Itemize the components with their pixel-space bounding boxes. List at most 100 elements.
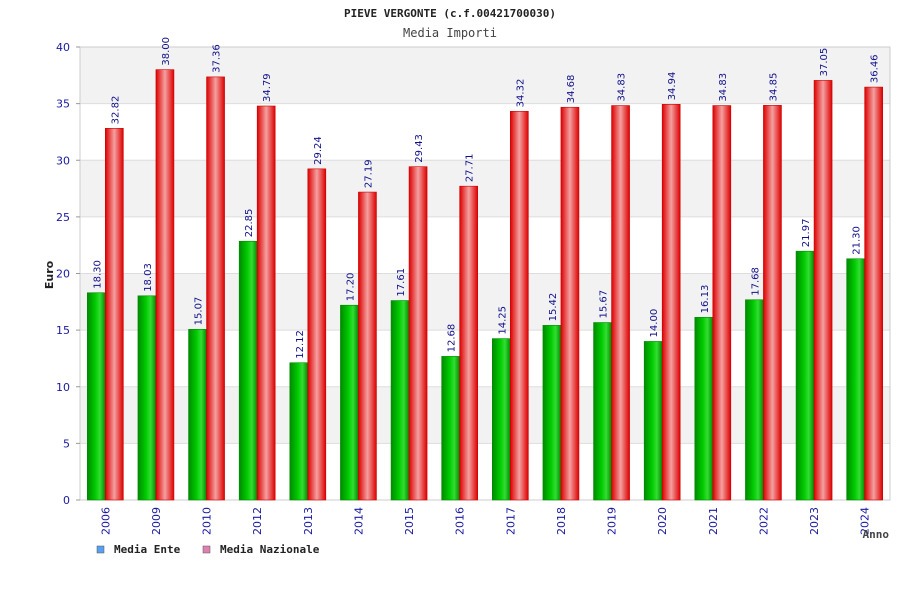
data-label-media-ente: 16.13: [700, 285, 711, 314]
bar-media-ente: [694, 317, 714, 501]
x-tick-label: 2012: [251, 507, 264, 535]
bar-media-nazionale: [763, 105, 782, 501]
bar-media-ente: [441, 356, 460, 501]
x-axis-ticks: 2006 2009 2010 2012 2013 2014 2015 2016 2017 2018…: [99, 507, 871, 535]
y-tick-label: 30: [56, 154, 70, 167]
data-label-media-ente: 22.85: [244, 209, 255, 238]
bar-media-ente: [593, 322, 612, 501]
bar-media-ente: [340, 304, 359, 501]
data-label-media-ente: 21.30: [852, 226, 863, 255]
x-tick-label: 2010: [201, 507, 214, 535]
data-label-media-nazionale: 36.46: [870, 54, 881, 83]
bar-media-nazionale: [459, 185, 478, 501]
data-label-media-nazionale: 32.82: [110, 96, 121, 125]
data-label-media-ente: 17.61: [396, 268, 407, 297]
data-label-media-nazionale: 27.71: [465, 154, 476, 183]
y-tick-label: 5: [63, 437, 70, 450]
y-tick-label: 15: [56, 324, 70, 337]
data-label-media-nazionale: 34.79: [262, 73, 273, 102]
y-axis-ticks: 0 5 10 15 20 25 30 35 40: [56, 41, 80, 507]
bar-media-ente: [289, 362, 309, 501]
data-label-media-nazionale: 34.83: [617, 73, 628, 102]
legend-swatch-media-nazionale: [202, 545, 211, 554]
bar-media-ente: [188, 329, 207, 501]
bar-media-nazionale: [611, 105, 630, 501]
y-tick-label: 10: [56, 381, 70, 394]
data-label-media-nazionale: 38.00: [161, 37, 172, 66]
x-tick-label: 2013: [302, 507, 315, 535]
x-tick-label: 2018: [555, 507, 568, 535]
bar-media-ente: [390, 300, 410, 501]
data-label-media-nazionale: 34.85: [768, 73, 779, 102]
y-tick-label: 25: [56, 211, 70, 224]
x-tick-label: 2015: [403, 507, 416, 535]
data-label-media-ente: 14.00: [649, 309, 660, 338]
bar-media-nazionale: [155, 69, 175, 501]
data-label-media-ente: 21.97: [801, 219, 812, 248]
bar-media-nazionale: [105, 128, 124, 501]
x-tick-label: 2020: [656, 507, 669, 535]
x-tick-label: 2006: [99, 507, 112, 535]
x-tick-label: 2016: [454, 507, 467, 535]
data-label-media-nazionale: 29.24: [313, 136, 324, 165]
data-label-media-nazionale: 34.32: [515, 79, 526, 108]
legend-label-media-ente: Media Ente: [114, 543, 181, 556]
bar-media-nazionale: [864, 86, 883, 501]
data-label-media-ente: 17.20: [345, 273, 356, 302]
y-axis-label: Euro: [43, 260, 56, 289]
bar-media-nazionale: [813, 80, 833, 501]
data-label-media-nazionale: 34.94: [667, 72, 678, 101]
bar-media-ente: [846, 258, 865, 501]
bar-media-nazionale: [661, 104, 681, 501]
bar-media-nazionale: [510, 111, 529, 501]
y-tick-label: 20: [56, 268, 70, 281]
bar-media-ente: [87, 292, 106, 501]
x-tick-label: 2022: [757, 507, 770, 535]
bar-media-nazionale: [560, 106, 580, 501]
x-tick-label: 2024: [859, 507, 872, 535]
data-label-media-ente: 18.30: [92, 260, 103, 289]
bar-media-nazionale: [256, 105, 276, 501]
bar-media-ente: [238, 240, 258, 501]
bar-media-ente: [492, 338, 511, 501]
bar-media-nazionale: [206, 76, 225, 501]
bar-media-ente: [795, 250, 815, 501]
x-tick-label: 2019: [606, 507, 619, 535]
bar-media-ente: [643, 341, 663, 501]
data-label-media-ente: 12.68: [447, 324, 458, 353]
bar-media-nazionale: [712, 105, 732, 501]
bars: [87, 69, 883, 501]
bar-media-ente: [542, 325, 562, 501]
data-label-media-nazionale: 37.05: [819, 48, 830, 77]
y-tick-label: 0: [63, 494, 70, 507]
bar-media-nazionale: [358, 191, 377, 501]
data-label-media-ente: 17.68: [750, 267, 761, 296]
legend-label-media-nazionale: Media Nazionale: [220, 543, 320, 556]
x-tick-label: 2017: [504, 507, 517, 535]
x-tick-label: 2023: [808, 507, 821, 535]
data-label-media-ente: 15.42: [548, 293, 559, 322]
legend: Media Ente Media Nazionale: [96, 543, 320, 556]
y-tick-label: 40: [56, 41, 70, 54]
data-label-media-ente: 15.07: [194, 297, 205, 326]
data-label-media-nazionale: 34.83: [718, 73, 729, 102]
x-tick-label: 2014: [352, 507, 365, 535]
data-label-media-ente: 14.25: [497, 306, 508, 335]
data-label-media-ente: 18.03: [143, 263, 154, 292]
bar-media-nazionale: [408, 166, 428, 501]
data-label-media-ente: 12.12: [295, 330, 306, 359]
data-label-media-nazionale: 37.36: [212, 44, 223, 73]
y-tick-label: 35: [56, 98, 70, 111]
data-label-media-ente: 15.67: [599, 290, 610, 319]
data-labels: 18.30 32.82 18.03 38.00 15.07 37.36 22.85 34.79…: [92, 37, 880, 359]
data-label-media-nazionale: 29.43: [414, 134, 425, 163]
chart-subtitle: Media Importi: [403, 26, 497, 40]
bar-media-nazionale: [307, 168, 327, 501]
chart-title: PIEVE VERGONTE (c.f.00421700030): [344, 7, 556, 20]
bar-media-ente: [137, 295, 157, 501]
legend-swatch-media-ente: [96, 545, 105, 554]
data-label-media-nazionale: 34.68: [566, 75, 577, 104]
data-label-media-nazionale: 27.19: [363, 159, 374, 188]
x-axis-label: Anno: [863, 528, 890, 541]
